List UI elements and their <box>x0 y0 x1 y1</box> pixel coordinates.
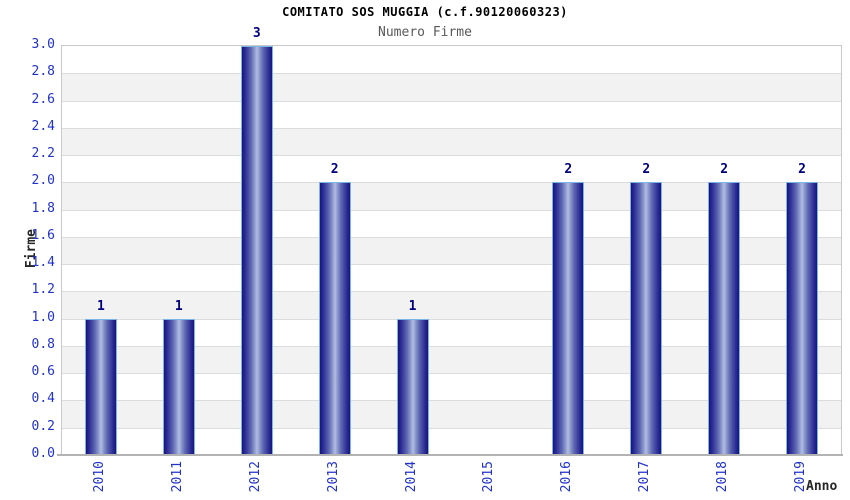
gridline <box>62 373 841 375</box>
bar-value-label: 2 <box>798 162 806 178</box>
gridline <box>62 73 841 75</box>
x-axis-title: Anno <box>806 479 838 494</box>
gridline <box>62 400 841 402</box>
gridline <box>62 427 841 429</box>
y-tick-label: 0.8 <box>31 336 55 352</box>
gridline <box>62 236 841 238</box>
y-tick-label: 1.6 <box>31 227 55 243</box>
x-tick-label: 2013 <box>325 461 341 493</box>
bar-value-label: 2 <box>642 162 651 178</box>
bar-2019 <box>786 182 819 455</box>
gridline <box>62 127 841 129</box>
x-tick-label: 2016 <box>559 461 575 493</box>
x-tick-label: 2012 <box>247 461 263 493</box>
y-tick-label: 0.6 <box>31 364 55 380</box>
y-tick-label: 2.4 <box>31 118 55 134</box>
y-tick-label: 2.8 <box>31 64 55 80</box>
bar-value-label: 1 <box>97 298 105 314</box>
y-tick-label: 1.4 <box>31 255 55 271</box>
gridline <box>62 291 841 293</box>
y-tick-label: 0.4 <box>31 391 55 407</box>
y-tick-label: 0.0 <box>31 446 55 461</box>
plot-band <box>62 155 841 183</box>
x-tick-label: 2014 <box>403 461 419 493</box>
gridline <box>62 100 841 102</box>
x-axis-line <box>57 454 843 456</box>
gridline <box>62 209 841 211</box>
plot-band <box>62 73 841 101</box>
plot-band <box>62 100 841 128</box>
bar-2013 <box>318 182 351 455</box>
bar-2010 <box>84 318 117 455</box>
y-tick-label: 3.0 <box>31 37 55 52</box>
y-tick-label: 0.2 <box>31 418 55 434</box>
gridline <box>62 345 841 347</box>
plot-area: 1 1 3 2 1 2 2 2 2 <box>61 26 842 456</box>
x-tick-label: 2015 <box>481 461 497 493</box>
bar-value-label: 1 <box>174 298 183 314</box>
gridline <box>62 155 841 157</box>
bar-value-label: 1 <box>408 298 417 314</box>
x-tick-label: 2018 <box>715 461 731 493</box>
x-tick-label: 2019 <box>793 461 809 493</box>
bar-value-label: 2 <box>564 162 573 178</box>
gridline <box>62 318 841 320</box>
x-tick-label: 2011 <box>169 461 185 493</box>
y-tick-label: 2.6 <box>31 91 55 107</box>
bar-value-label: 2 <box>330 162 339 178</box>
x-tick-label: 2017 <box>637 461 653 493</box>
plot-band <box>62 127 841 156</box>
bar-value-label: 2 <box>720 162 729 178</box>
bar-2012 <box>240 46 273 455</box>
x-tick-label: 2010 <box>91 461 107 493</box>
chart-title: COMITATO SOS MUGGIA (c.f.90120060323) <box>282 5 568 19</box>
bar-2014 <box>396 318 429 455</box>
y-tick-label: 1.8 <box>31 200 55 216</box>
bar-2018 <box>708 182 741 455</box>
bar-2017 <box>630 182 663 455</box>
bar-value-label: 3 <box>252 26 261 41</box>
gridline <box>62 264 841 266</box>
gridline <box>62 182 841 184</box>
bar-2011 <box>162 318 195 455</box>
y-tick-label: 1.0 <box>31 309 55 325</box>
y-tick-label: 2.0 <box>31 173 55 189</box>
y-tick-label: 1.2 <box>31 282 55 298</box>
bar-2016 <box>552 182 585 455</box>
chart-subtitle: Numero Firme <box>378 25 472 40</box>
y-tick-label: 2.2 <box>31 146 55 162</box>
plot-band <box>62 46 841 74</box>
